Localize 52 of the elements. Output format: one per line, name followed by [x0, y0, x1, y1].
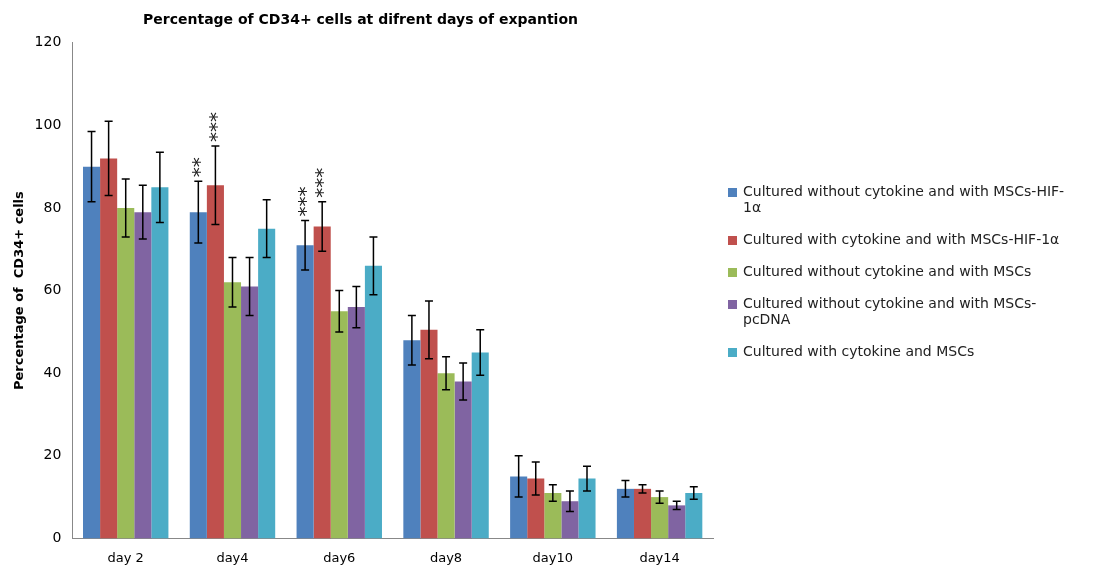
bar [616, 488, 634, 539]
bar [454, 381, 472, 539]
legend-label: Cultured with cytokine and with MSCs-HIF-1α [743, 231, 1060, 247]
x-tick-label: day 2 [107, 549, 144, 565]
bar [544, 492, 562, 539]
bar [83, 166, 101, 539]
bar [685, 492, 703, 539]
y-axis-title: Percentage of CD34+ cells [11, 190, 27, 391]
y-tick-label: 100 [34, 116, 62, 133]
bar [134, 212, 152, 539]
bar [189, 212, 207, 539]
legend-label: Cultured with cytokine and MSCs [743, 343, 975, 359]
legend-label: Cultured without cytokine and with MSCs-pcDNA [743, 295, 1038, 327]
annotation: *** [203, 112, 228, 143]
y-tick-label: 0 [52, 529, 62, 546]
bar [330, 311, 348, 539]
x-tick-label: day4 [216, 549, 249, 565]
x-tick-label: day14 [639, 549, 680, 565]
bar [527, 478, 545, 539]
bar [241, 286, 259, 539]
x-tick-label: day10 [532, 549, 574, 565]
bar [510, 476, 528, 539]
bar [117, 208, 135, 539]
x-tick-label: day6 [323, 549, 356, 565]
bar [206, 185, 224, 539]
x-tick-label: day8 [429, 549, 463, 565]
bar [313, 226, 331, 539]
bar [633, 488, 652, 539]
bar [364, 265, 382, 539]
y-tick-label: 40 [43, 363, 62, 380]
bar [437, 373, 455, 539]
bar [668, 505, 686, 539]
y-tick-label: 120 [34, 33, 62, 50]
bar [258, 228, 276, 539]
bar [223, 282, 242, 539]
bar [151, 187, 169, 539]
bar [420, 329, 438, 539]
legend-label: Cultured without cytokine and with MSCs-HIF-1α [743, 183, 1066, 215]
bar [347, 307, 365, 539]
bar [578, 478, 596, 539]
bar [100, 158, 118, 539]
bar [651, 497, 669, 539]
y-tick-label: 20 [43, 446, 62, 463]
y-tick-label: 80 [43, 198, 62, 215]
y-tick-label: 60 [43, 281, 62, 298]
bar [296, 245, 314, 539]
legend-label: Cultured without cytokine and with MSCs [743, 263, 1032, 279]
bar [561, 501, 579, 539]
bar [403, 340, 421, 539]
annotation: ** [186, 157, 211, 178]
bar [471, 352, 489, 539]
chart-title: Percentage of CD34+ cells at difrent days of expantion [143, 11, 578, 28]
